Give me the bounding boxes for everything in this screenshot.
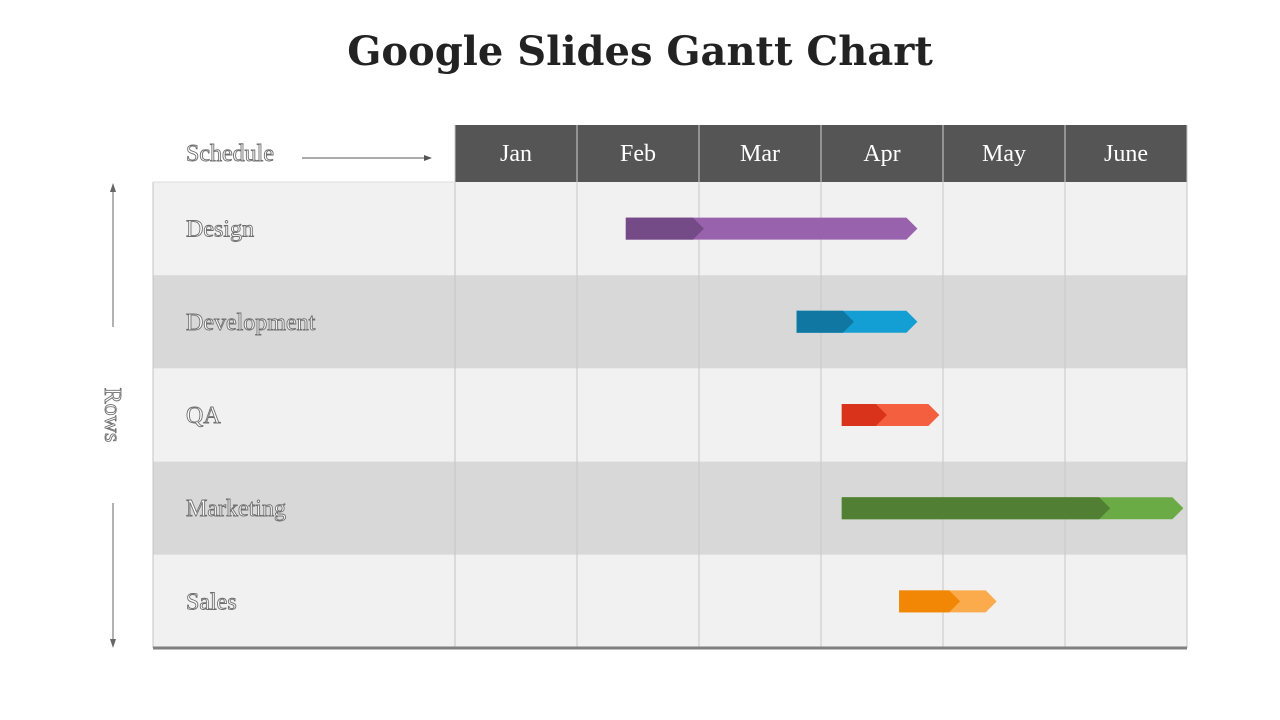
task-bar-start-segment [899, 590, 961, 613]
month-header-cell [1065, 125, 1187, 182]
task-label: Design [186, 217, 254, 243]
row-background [153, 275, 1187, 369]
task-labels: Schedule Design Development QA Marketing Sale… [186, 141, 432, 616]
month-label: Apr [863, 141, 900, 167]
task-bar-start-segment [841, 497, 1111, 520]
schedule-label: Schedule [186, 141, 274, 167]
schedule-arrow-head [424, 155, 432, 161]
month-label: May [982, 141, 1026, 167]
row-background [153, 554, 1187, 648]
task-bar-start-segment [796, 310, 854, 333]
month-header-cell [455, 125, 577, 182]
rows-axis-arrow-down [110, 639, 116, 648]
month-label: Feb [620, 141, 656, 167]
row-background [153, 368, 1187, 462]
month-header-cell [943, 125, 1065, 182]
task-bar [625, 217, 918, 240]
grid-lines [152, 125, 1188, 650]
month-header-cell [699, 125, 821, 182]
rows-axis-arrow-up [110, 183, 116, 192]
rows-axis-label: Rows [99, 388, 125, 443]
task-label: Development [186, 310, 316, 336]
month-header-cell [577, 125, 699, 182]
task-label: QA [186, 403, 221, 429]
task-bar-start-segment [625, 217, 704, 240]
task-label: Marketing [186, 496, 286, 522]
task-bars [625, 217, 1184, 613]
task-bar-start-segment [841, 404, 887, 426]
month-header-cell [821, 125, 943, 182]
task-label: Sales [186, 589, 237, 615]
month-header: Jan Feb Mar Apr May June [455, 125, 1187, 182]
row-backgrounds [153, 182, 1187, 648]
month-label: Jan [500, 141, 532, 167]
chart-title: Google Slides Gantt Chart [347, 28, 933, 75]
rows-axis: Rows [99, 183, 125, 648]
month-label: Mar [740, 141, 780, 167]
month-label: June [1104, 141, 1148, 167]
